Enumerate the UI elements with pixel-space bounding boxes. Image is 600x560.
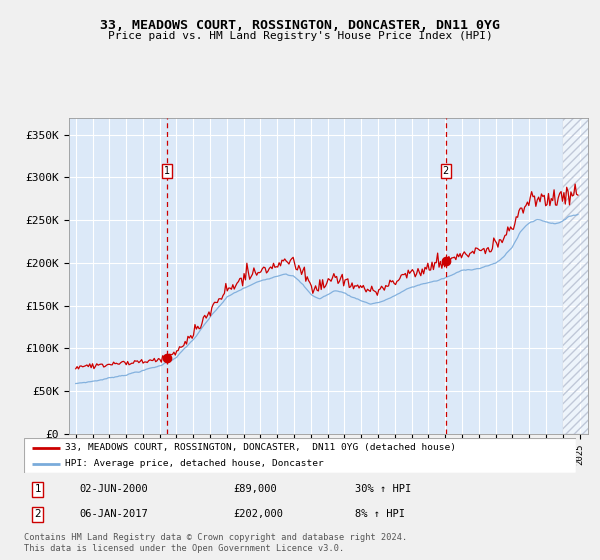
Text: HPI: Average price, detached house, Doncaster: HPI: Average price, detached house, Donc… [65,459,324,468]
Text: 33, MEADOWS COURT, ROSSINGTON, DONCASTER, DN11 0YG: 33, MEADOWS COURT, ROSSINGTON, DONCASTER… [100,18,500,32]
Text: 02-JUN-2000: 02-JUN-2000 [79,484,148,494]
Text: 2: 2 [443,166,449,176]
Text: 30% ↑ HPI: 30% ↑ HPI [355,484,412,494]
Text: £89,000: £89,000 [234,484,278,494]
Text: 8% ↑ HPI: 8% ↑ HPI [355,509,405,519]
Text: 2: 2 [34,509,41,519]
Text: Price paid vs. HM Land Registry's House Price Index (HPI): Price paid vs. HM Land Registry's House … [107,31,493,41]
Bar [563,118,590,434]
Text: 33, MEADOWS COURT, ROSSINGTON, DONCASTER,  DN11 0YG (detached house): 33, MEADOWS COURT, ROSSINGTON, DONCASTER… [65,444,457,452]
Text: Contains HM Land Registry data © Crown copyright and database right 2024.
This d: Contains HM Land Registry data © Crown c… [24,533,407,553]
Text: 06-JAN-2017: 06-JAN-2017 [79,509,148,519]
Text: £202,000: £202,000 [234,509,284,519]
Text: 1: 1 [164,166,170,176]
Text: 1: 1 [34,484,41,494]
